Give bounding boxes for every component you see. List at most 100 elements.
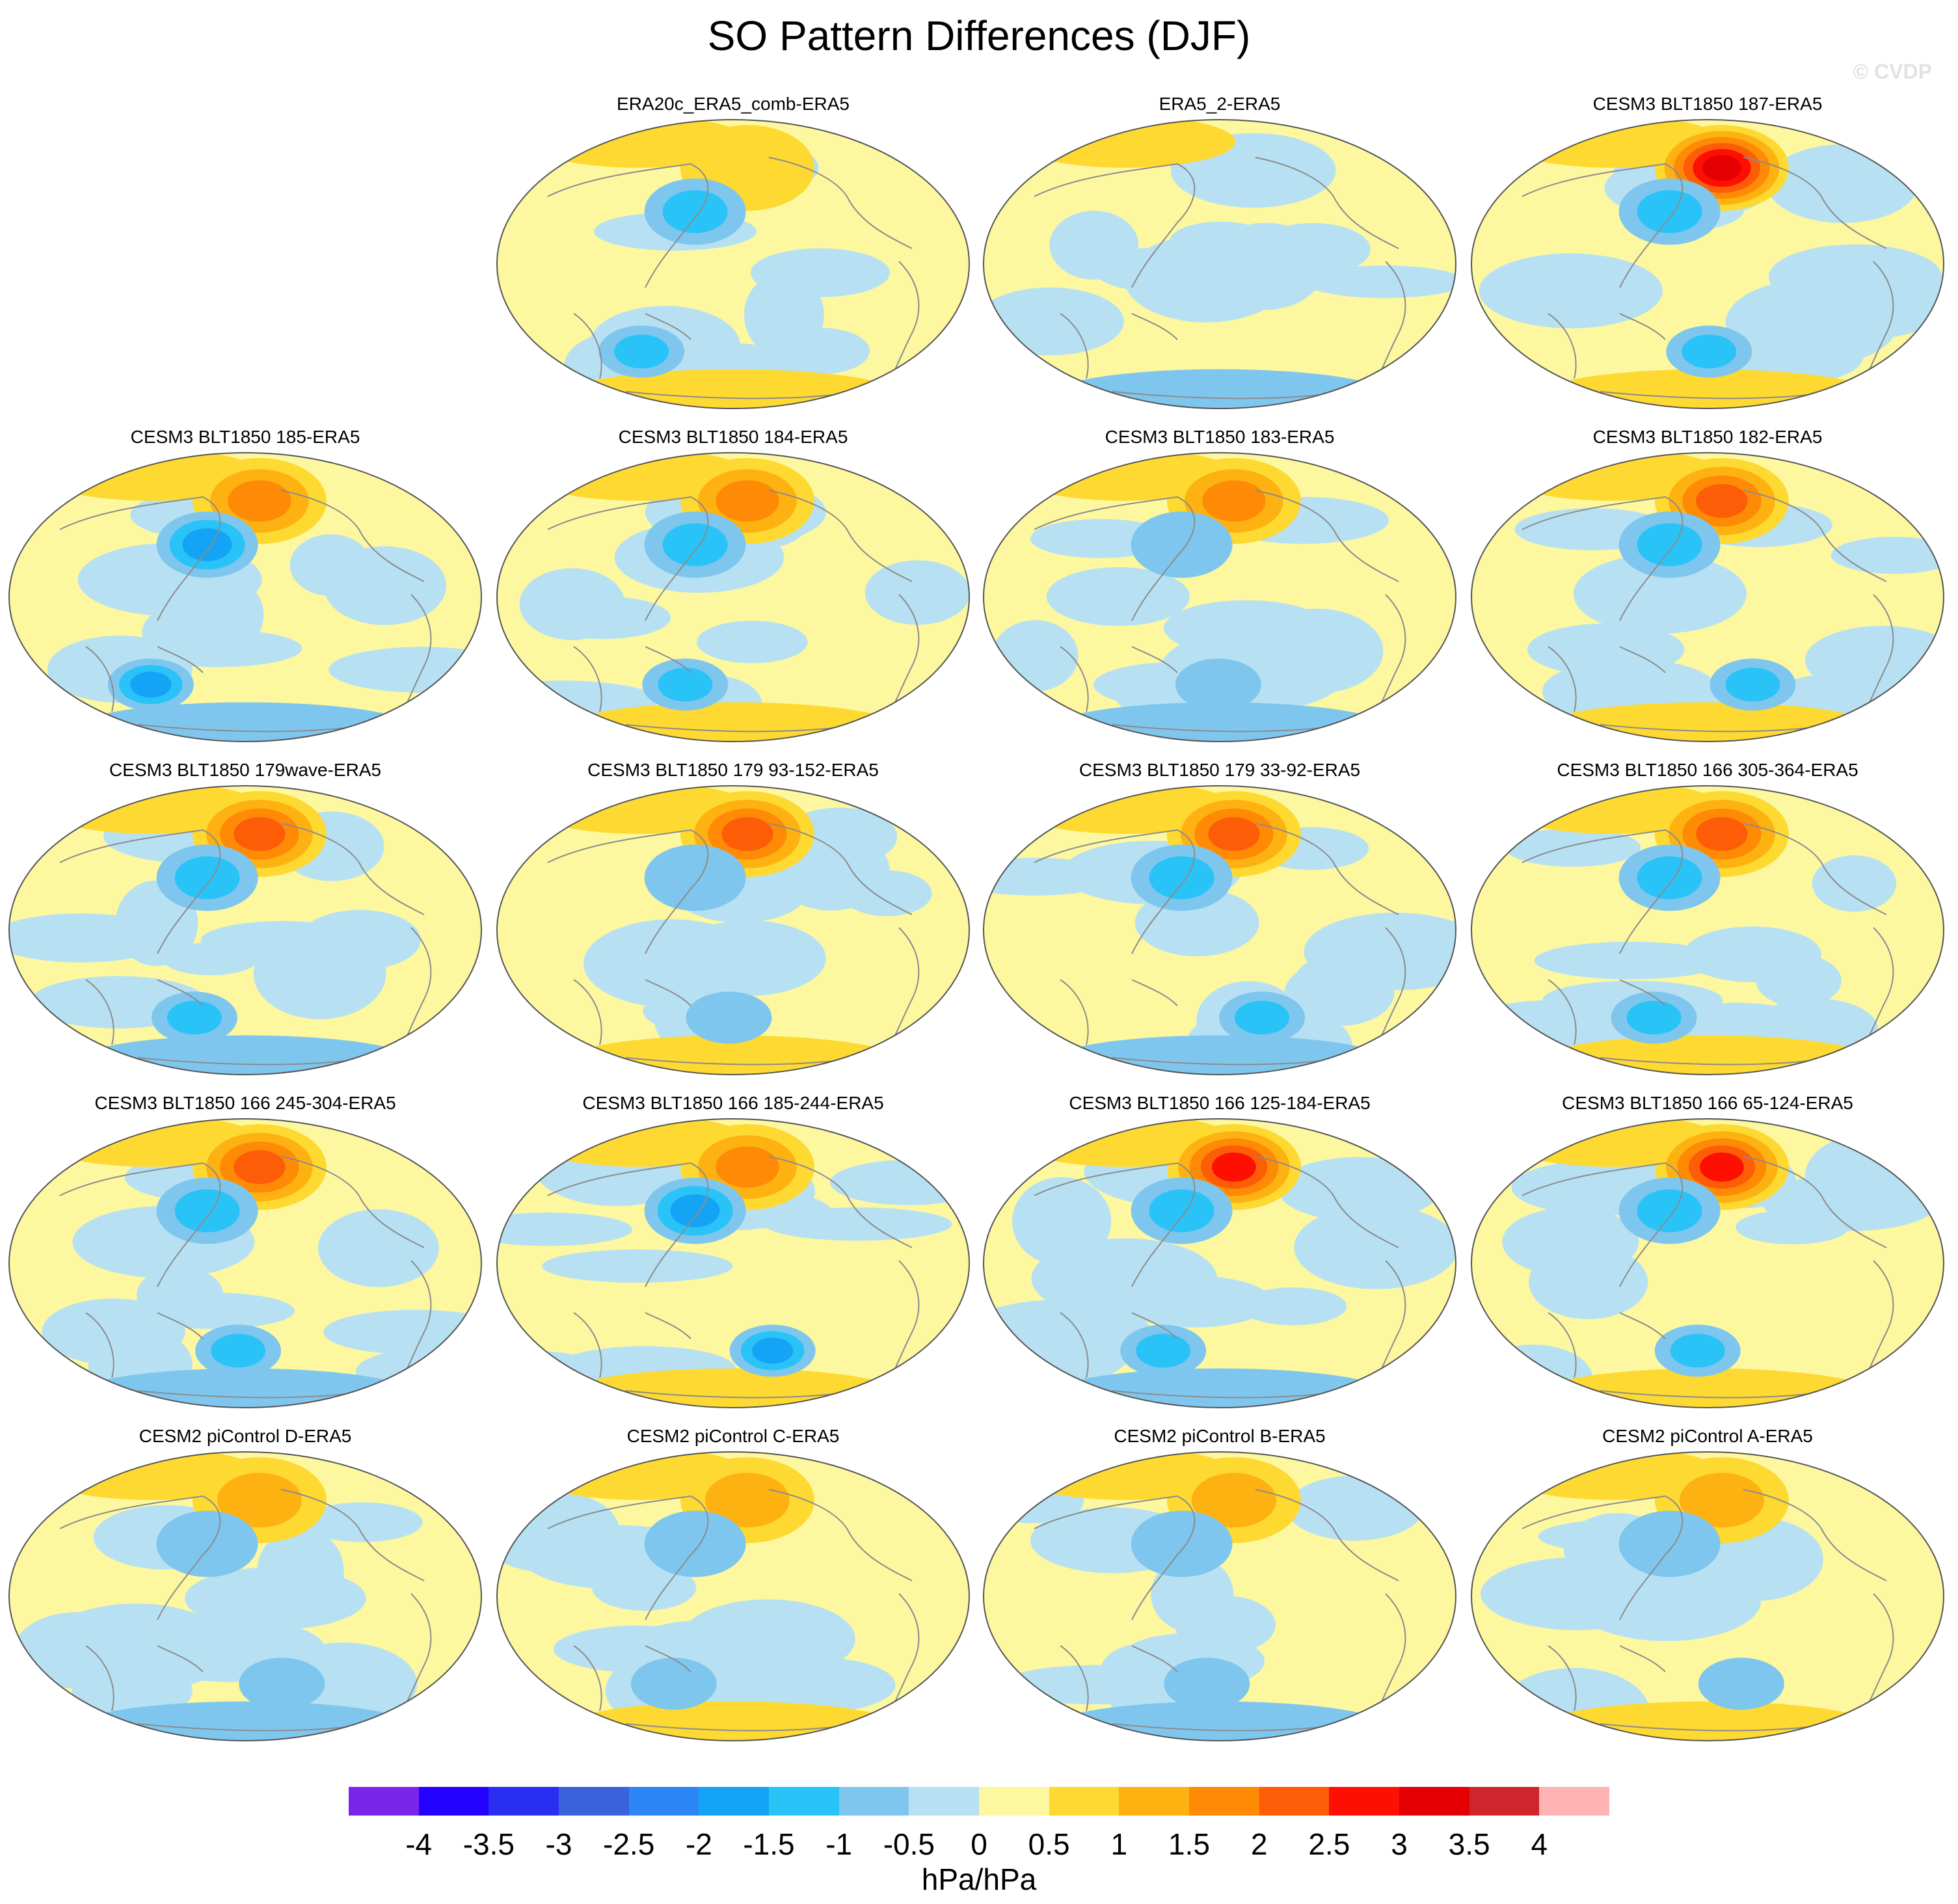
aleutian-anomaly-contour <box>1699 1152 1744 1182</box>
map-panel: CESM3 BLT1850 185-ERA5 <box>5 427 486 752</box>
colorbar-box <box>979 1787 1050 1816</box>
negative-anomaly-region <box>671 920 826 997</box>
panel-title: CESM3 BLT1850 166 65-124-ERA5 <box>1562 1093 1853 1113</box>
coastline <box>1743 157 1887 249</box>
map-outline <box>1471 119 1944 409</box>
coastline <box>1548 979 1577 1045</box>
coastline <box>573 646 602 712</box>
global-map <box>983 452 1456 742</box>
coastline <box>85 1645 114 1711</box>
map-panel: CESM2 piControl A-ERA5 <box>1467 1426 1948 1751</box>
negative-anomaly-region <box>1284 960 1395 1026</box>
aleutian-anomaly-contour <box>704 1473 790 1528</box>
north-pacific-negative-contour <box>1637 1189 1702 1233</box>
negative-anomaly-region <box>1278 1157 1440 1222</box>
negative-anomaly-region <box>1480 1557 1676 1631</box>
coastline <box>1255 157 1399 249</box>
coastline <box>1619 646 1666 673</box>
coastline <box>157 1312 204 1339</box>
map-outline <box>983 1451 1456 1741</box>
colorbar-tick-label: -0.5 <box>883 1827 935 1861</box>
coastline <box>157 979 204 1006</box>
negative-anomaly-region <box>992 620 1079 691</box>
global-map <box>983 785 1456 1075</box>
north-pacific-negative-contour <box>182 528 232 561</box>
coastline <box>547 829 709 954</box>
panel-title: CESM3 BLT1850 166 125-184-ERA5 <box>1069 1093 1371 1113</box>
aleutian-anomaly-contour <box>1208 817 1260 851</box>
coastline <box>573 1312 602 1378</box>
coastline <box>768 1489 913 1581</box>
map-outline <box>983 785 1456 1075</box>
map-outline <box>1471 785 1944 1075</box>
coastline <box>768 823 913 915</box>
coastline <box>85 979 114 1045</box>
north-pacific-negative-contour <box>662 190 728 234</box>
southern-negative-contour <box>1136 1334 1191 1368</box>
map-panel: CESM3 BLT1850 179 33-92-ERA5 <box>979 760 1460 1085</box>
negative-anomaly-region <box>1294 1205 1456 1289</box>
map-outline <box>496 785 970 1075</box>
coastline <box>1255 1156 1399 1248</box>
southern-negative-contour <box>130 671 172 698</box>
colorbar-tick-label: -3.5 <box>463 1827 515 1861</box>
colorbar-tick-label: 4 <box>1531 1827 1548 1861</box>
global-map <box>496 119 970 409</box>
coastline <box>137 1723 347 1732</box>
coastline <box>768 157 913 249</box>
panel-title: CESM2 piControl A-ERA5 <box>1602 1426 1813 1446</box>
negative-anomaly-region <box>1767 144 1918 223</box>
aleutian-anomaly-contour <box>716 480 779 522</box>
north-pacific-negative-contour <box>1618 1510 1721 1577</box>
coastline <box>1619 313 1666 340</box>
coastline <box>1619 979 1666 1006</box>
coastline <box>645 1312 691 1339</box>
colorbar-units: hPa/hPa <box>921 1862 1037 1896</box>
southern-negative-contour <box>239 1657 325 1710</box>
coastline <box>1548 313 1577 379</box>
negative-anomaly-region <box>1831 537 1944 574</box>
coastline <box>59 1162 221 1287</box>
coastline <box>1112 1723 1321 1732</box>
negative-anomaly-region <box>317 1209 439 1287</box>
map-panel: CESM3 BLT1850 179 93-152-ERA5 <box>492 760 974 1085</box>
north-pacific-negative-contour <box>174 856 240 900</box>
colorbar-box <box>349 1787 420 1816</box>
colorbar-box <box>418 1787 489 1816</box>
global-map <box>496 785 970 1075</box>
panel-title: ERA20c_ERA5_comb-ERA5 <box>617 94 850 114</box>
southern-negative-contour <box>211 1334 266 1368</box>
map-outline <box>8 452 482 742</box>
aleutian-anomaly-contour <box>1211 1152 1256 1182</box>
global-map <box>1471 785 1944 1075</box>
aleutian-anomaly-contour <box>716 1146 779 1188</box>
north-pacific-negative-contour <box>662 523 728 567</box>
map-outline <box>8 785 482 1075</box>
southern-negative-contour <box>1725 667 1780 702</box>
coastline <box>1548 646 1577 712</box>
colorbar-tick-label: -4 <box>405 1827 433 1861</box>
north-pacific-negative-contour <box>1131 511 1233 578</box>
map-outline <box>1471 452 1944 742</box>
negative-anomaly-region <box>1118 1276 1272 1328</box>
panel-title: CESM3 BLT1850 179wave-ERA5 <box>109 760 382 780</box>
colorbar-box <box>1119 1787 1190 1816</box>
southern-negative-contour <box>686 991 772 1044</box>
coastline <box>1112 724 1321 732</box>
colorbar-box <box>1539 1787 1610 1816</box>
coastline <box>1034 1162 1196 1287</box>
north-pacific-negative-contour <box>1149 856 1214 900</box>
panel-title: CESM2 piControl C-ERA5 <box>626 1426 840 1446</box>
aleutian-anomaly-contour <box>1696 484 1748 518</box>
southern-negative-contour <box>630 1657 717 1710</box>
coastline <box>1131 979 1178 1006</box>
coastline <box>1131 646 1178 673</box>
north-pacific-negative-contour <box>644 1510 746 1577</box>
map-outline <box>496 119 970 409</box>
map-panel: ERA20c_ERA5_comb-ERA5 <box>492 94 974 419</box>
global-map <box>983 1451 1456 1741</box>
southern-negative-contour <box>1682 334 1737 369</box>
map-outline <box>983 1118 1456 1408</box>
map-panel: CESM3 BLT1850 166 305-364-ERA5 <box>1467 760 1948 1085</box>
colorbar-box <box>489 1787 559 1816</box>
